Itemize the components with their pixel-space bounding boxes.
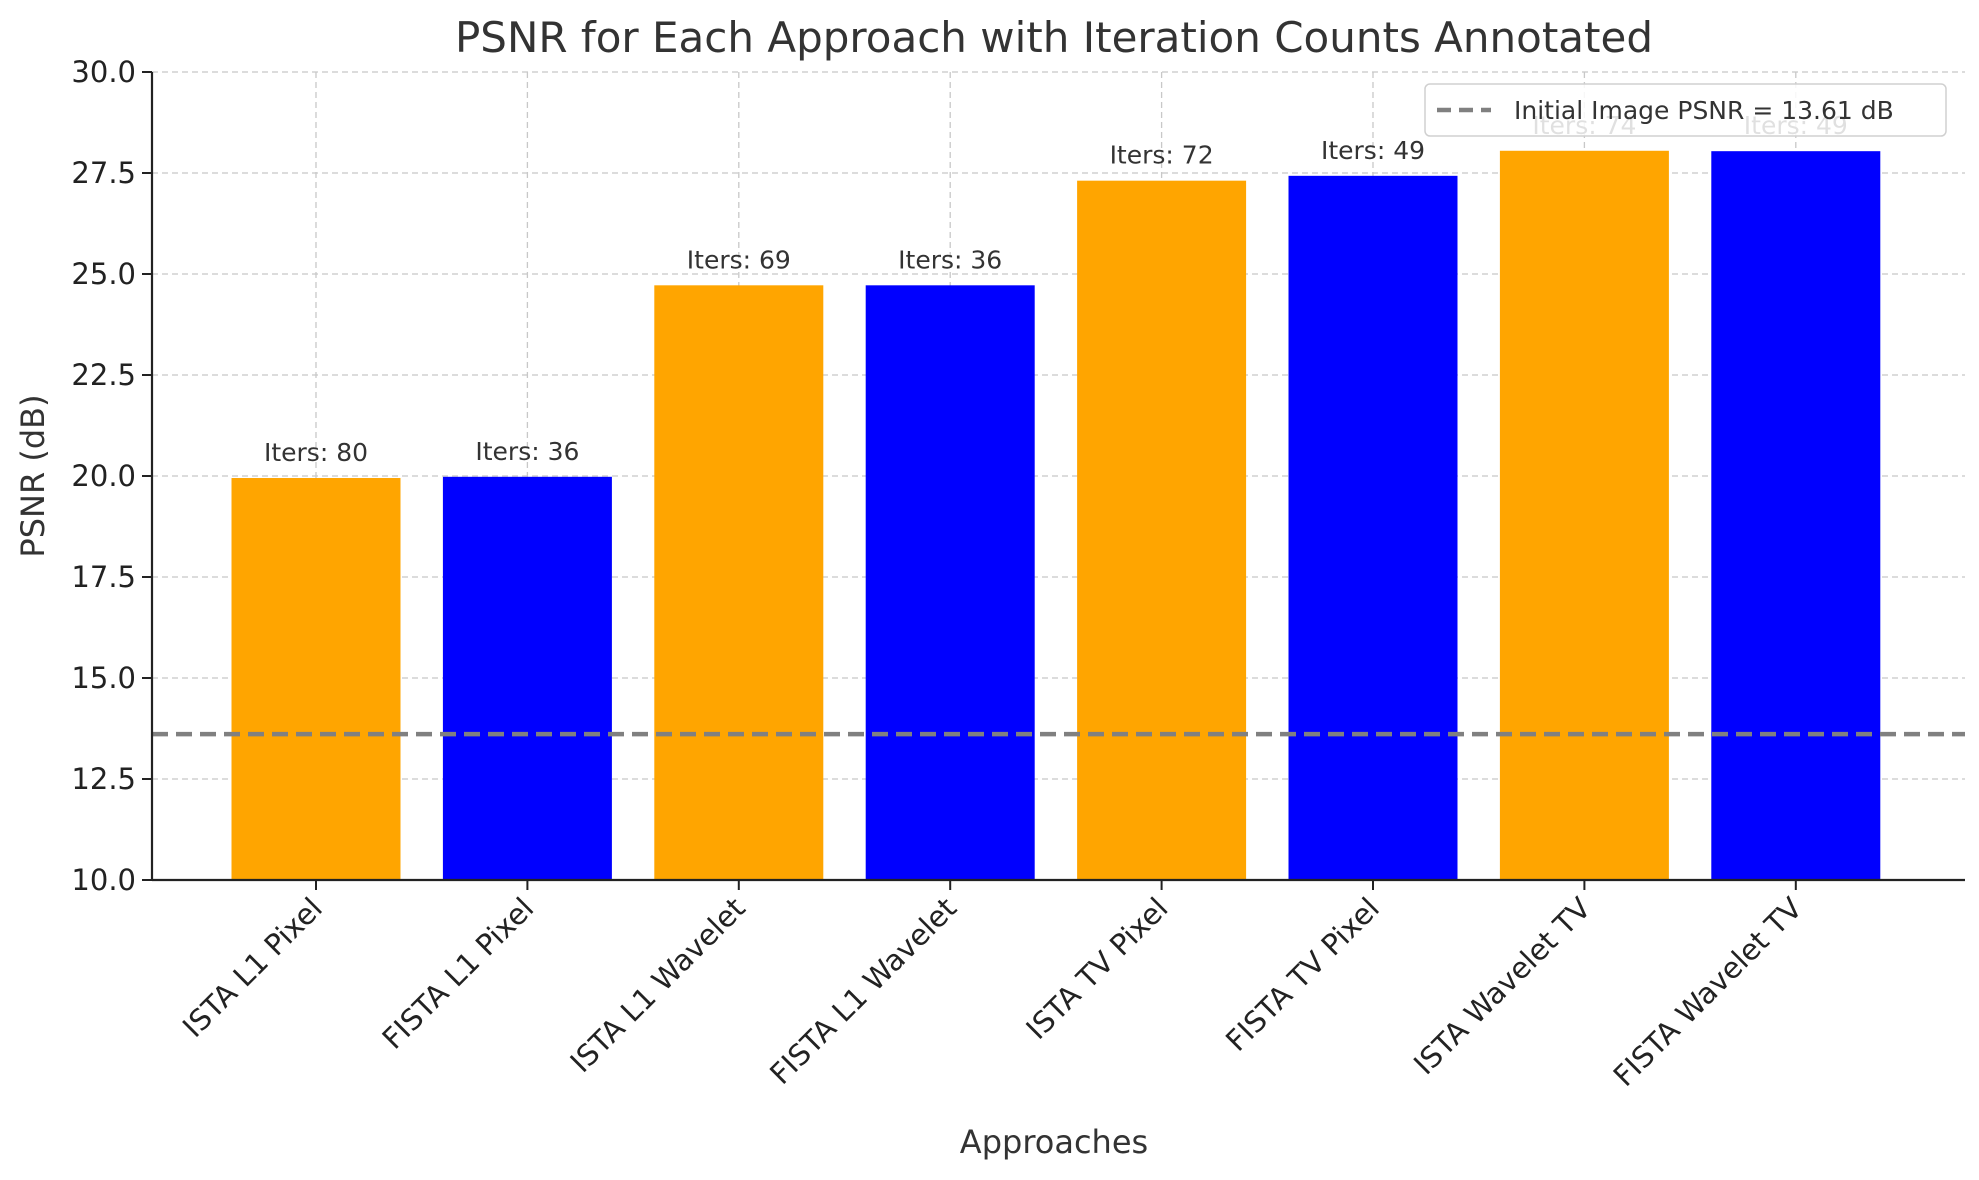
x-axis-label: Approaches (960, 1123, 1148, 1161)
bars (231, 150, 1881, 880)
legend-box (1424, 83, 1947, 137)
x-tick-label: ISTA TV Pixel (1019, 891, 1174, 1046)
bar-annotation: Iters: 36 (475, 437, 579, 466)
y-tick-label: 30.0 (71, 55, 136, 89)
bar-annotation: Iters: 49 (1321, 136, 1425, 165)
legend: Initial Image PSNR = 13.61 dB (1424, 83, 1947, 137)
bar-annotation: Iters: 69 (687, 245, 791, 274)
x-tick-label: ISTA L1 Pixel (176, 891, 329, 1044)
x-tick-label: FISTA TV Pixel (1219, 891, 1386, 1058)
x-tick-label: ISTA Wavelet TV (1407, 891, 1597, 1081)
bar-annotation: Iters: 80 (264, 438, 368, 467)
y-axis-label: PSNR (dB) (14, 394, 52, 557)
bar-annotation: Iters: 72 (1110, 141, 1214, 170)
legend-label: Initial Image PSNR = 13.61 dB (1514, 96, 1894, 125)
bar (1499, 150, 1669, 880)
bar (1288, 175, 1458, 880)
y-tick-label: 20.0 (71, 459, 136, 493)
y-tick-label: 12.5 (71, 762, 136, 796)
bar (654, 285, 824, 880)
bar (1077, 180, 1247, 880)
y-tick-label: 25.0 (71, 257, 136, 291)
x-axis-ticks: ISTA L1 Pixel FISTA L1 Pixel ISTA L1 Wavel… (176, 880, 1809, 1093)
bar (442, 476, 612, 880)
chart-title: PSNR for Each Approach with Iteration Co… (455, 13, 1653, 62)
bar (231, 478, 401, 880)
bar (865, 285, 1035, 880)
x-tick-label: FISTA L1 Wavelet (763, 891, 963, 1091)
y-tick-label: 15.0 (71, 661, 136, 695)
y-tick-label: 17.5 (71, 560, 136, 594)
grid-lines (152, 71, 1965, 881)
y-axis-ticks: 10.0 12.5 15.0 17.5 20.0 22.5 25.0 27.5 30.0 (71, 55, 152, 897)
x-tick-label: FISTA L1 Pixel (376, 891, 541, 1056)
y-tick-label: 10.0 (71, 863, 136, 897)
bar-annotation: Iters: 36 (898, 245, 1002, 274)
bar (1711, 151, 1881, 880)
y-tick-label: 22.5 (71, 358, 136, 392)
x-tick-label: ISTA L1 Wavelet (564, 891, 752, 1079)
x-tick-label: FISTA Wavelet TV (1607, 891, 1809, 1093)
y-tick-label: 27.5 (71, 156, 136, 190)
